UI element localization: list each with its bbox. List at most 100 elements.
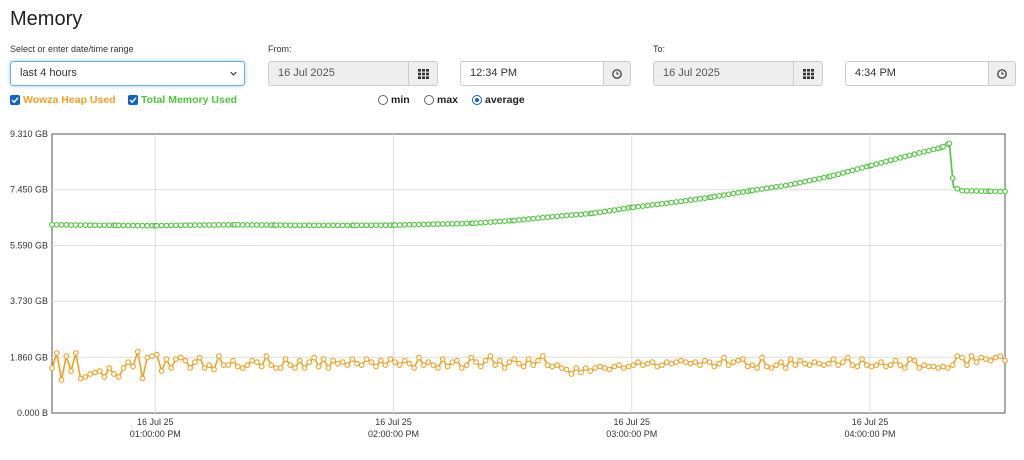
total-memory-used-point bbox=[420, 221, 427, 228]
wowza-heap-used-point bbox=[606, 366, 613, 373]
total-memory-used-point bbox=[497, 218, 503, 225]
total-memory-used-point bbox=[225, 222, 232, 228]
wowza-heap-used-point bbox=[821, 362, 827, 368]
from-time-input[interactable]: 12:34 PM bbox=[460, 61, 604, 86]
wowza-heap-used-point bbox=[806, 362, 813, 368]
wowza-heap-used-point bbox=[654, 363, 661, 370]
total-memory-used-point bbox=[978, 188, 985, 194]
total-memory-used-point bbox=[368, 222, 375, 229]
total-memory-used-point bbox=[659, 200, 665, 207]
wowza-heap-used-point bbox=[454, 357, 460, 364]
wowza-heap-used-point bbox=[449, 359, 456, 365]
wowza-heap-used-point bbox=[759, 354, 765, 361]
radio-min[interactable] bbox=[378, 95, 388, 105]
wowza-heap-used-point bbox=[273, 365, 279, 371]
total-memory-used-point bbox=[701, 195, 708, 201]
total-memory-used-point bbox=[921, 148, 927, 155]
wowza-heap-used-point bbox=[387, 356, 394, 362]
wowza-heap-used-point bbox=[492, 362, 498, 368]
wowza-heap-used-point bbox=[792, 362, 799, 368]
wowza-heap-used-point bbox=[763, 363, 770, 370]
total-memory-used-point bbox=[949, 175, 956, 181]
total-memory-used-point bbox=[640, 203, 646, 209]
wowza-heap-used-point bbox=[697, 362, 703, 368]
wowza-heap-used-point bbox=[854, 363, 861, 370]
total-memory-used-point bbox=[911, 151, 918, 157]
total-memory-used-point bbox=[597, 209, 603, 216]
wowza-heap-used-point bbox=[330, 357, 336, 364]
wowza-heap-used-point bbox=[973, 359, 980, 365]
total-memory-used-point bbox=[582, 211, 589, 217]
wowza-heap-used-point bbox=[802, 360, 808, 367]
total-memory-used-point bbox=[187, 222, 194, 229]
total-memory-used-point bbox=[749, 187, 756, 194]
wowza-heap-used-point bbox=[887, 362, 894, 368]
total-memory-used-point bbox=[849, 167, 856, 174]
x-tick-time: 01:00:00 PM bbox=[130, 429, 181, 439]
total-memory-used-point bbox=[554, 213, 560, 220]
total-memory-used-point bbox=[258, 222, 265, 228]
wowza-heap-used-point bbox=[320, 356, 327, 362]
clock-icon bbox=[612, 68, 622, 79]
total-series-toggle[interactable]: Total Memory Used bbox=[128, 94, 237, 106]
total-memory-used-point bbox=[201, 222, 208, 228]
total-memory-used-point bbox=[454, 220, 460, 227]
wowza-heap-used-point bbox=[630, 362, 637, 368]
x-tick-date: 16 Jul 25 bbox=[375, 417, 412, 427]
wowza-heap-used-point bbox=[663, 359, 670, 365]
range-select[interactable]: last 4 hours bbox=[10, 61, 245, 86]
total-memory-used-point bbox=[559, 213, 565, 219]
from-date-input[interactable]: 16 Jul 2025 bbox=[268, 61, 409, 86]
wowza-heap-used-point bbox=[597, 363, 603, 370]
total-memory-used-point bbox=[678, 198, 684, 205]
radio-max[interactable] bbox=[424, 95, 434, 105]
wowza-heap-used-point bbox=[725, 362, 732, 368]
total-memory-used-point bbox=[887, 157, 894, 164]
wowza-heap-used-point bbox=[859, 356, 865, 362]
wowza-heap-used-point bbox=[544, 362, 551, 368]
wowza-heap-used-point bbox=[482, 357, 489, 364]
wowza-heap-used-point bbox=[768, 365, 775, 371]
wowza-heap-used-point bbox=[940, 363, 946, 370]
total-memory-used-point bbox=[873, 161, 880, 167]
wowza-heap-used-point bbox=[458, 365, 465, 371]
wowza-heap-used-point bbox=[611, 363, 618, 370]
total-memory-used-point bbox=[592, 210, 599, 216]
checkbox-checked-icon[interactable] bbox=[128, 95, 138, 105]
total-memory-used-point bbox=[263, 222, 270, 228]
radio-average[interactable] bbox=[472, 95, 482, 105]
total-memory-used-point bbox=[382, 222, 389, 229]
total-memory-used-point bbox=[878, 159, 884, 166]
total-memory-used-point bbox=[520, 216, 527, 223]
wowza-heap-used-point bbox=[87, 371, 93, 377]
total-memory-used-point bbox=[273, 222, 279, 228]
total-memory-used-point bbox=[82, 222, 89, 228]
checkbox-checked-icon[interactable] bbox=[10, 95, 20, 105]
wowza-heap-used-point bbox=[406, 360, 413, 367]
heap-series-toggle[interactable]: Wowza Heap Used bbox=[10, 94, 116, 106]
wowza-heap-used-point bbox=[72, 350, 79, 356]
mode-max-option[interactable]: max bbox=[424, 94, 458, 106]
from-clock-button[interactable] bbox=[604, 61, 631, 86]
total-memory-used-point bbox=[811, 176, 818, 183]
total-memory-used-point bbox=[158, 222, 165, 229]
total-memory-used-point bbox=[782, 182, 789, 189]
to-date-input[interactable]: 16 Jul 2025 bbox=[653, 61, 794, 86]
wowza-heap-used-point bbox=[263, 353, 270, 359]
from-calendar-button[interactable] bbox=[409, 61, 438, 86]
total-memory-used-point bbox=[458, 220, 465, 227]
to-clock-button[interactable] bbox=[989, 61, 1016, 86]
wowza-heap-used-point bbox=[234, 363, 241, 370]
total-memory-used-point bbox=[130, 222, 136, 229]
to-calendar-button[interactable] bbox=[794, 61, 823, 86]
wowza-heap-used-point bbox=[306, 359, 313, 365]
mode-min-option[interactable]: min bbox=[378, 94, 410, 106]
to-time-input[interactable]: 4:34 PM bbox=[845, 61, 989, 86]
total-memory-used-point bbox=[306, 222, 313, 229]
wowza-heap-used-point bbox=[987, 357, 994, 364]
wowza-heap-used-point bbox=[902, 365, 908, 371]
wowza-heap-used-point bbox=[754, 365, 761, 371]
x-tick-time: 04:00:00 PM bbox=[844, 429, 895, 439]
total-memory-used-point bbox=[735, 189, 742, 196]
mode-average-option[interactable]: average bbox=[472, 94, 525, 106]
